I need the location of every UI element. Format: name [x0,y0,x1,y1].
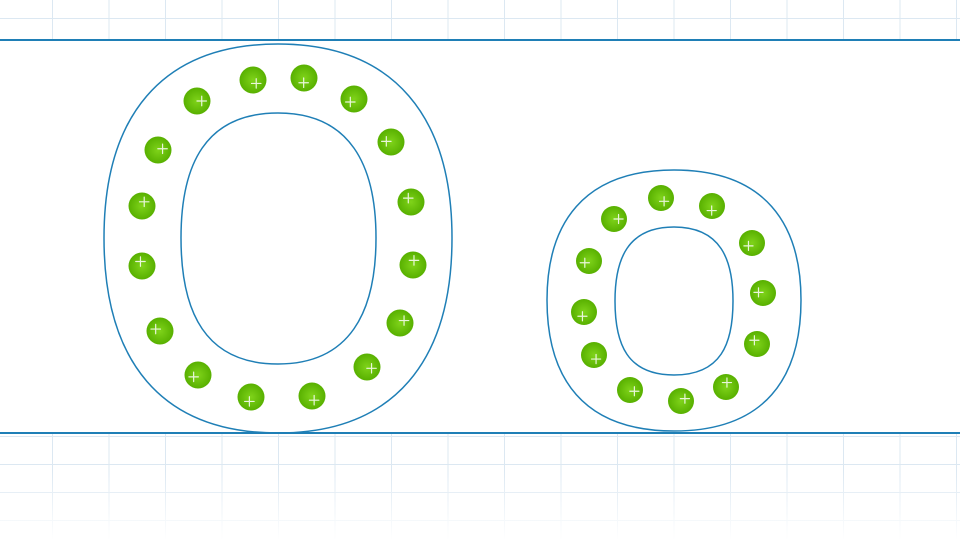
uppercase-o-dot [146,317,174,345]
lowercase-o-dot [648,185,674,211]
uppercase-o-dots [128,64,427,411]
uppercase-o-dot [298,382,326,410]
top-guide-line [0,39,960,41]
lowercase-o-outer-outline [546,169,802,432]
letter-uppercase-o [103,43,453,434]
uppercase-o-dot [144,136,172,164]
writing-band [0,40,960,434]
lowercase-o-dot [581,342,607,368]
grid-fade [0,470,960,540]
uppercase-o-dot [353,353,381,381]
uppercase-o-inner-outline [180,112,377,365]
uppercase-o-dot [128,252,156,280]
lowercase-o-inner-outline [614,226,734,376]
letter-lowercase-o [546,169,802,432]
lowercase-o-dot [668,388,694,414]
lowercase-o-dot [739,230,765,256]
lowercase-o-dot [571,299,597,325]
grid-paper-top [0,0,960,40]
uppercase-o-dot [184,361,212,389]
lowercase-o-dot [744,331,770,357]
uppercase-o-dot [290,64,318,92]
lowercase-o-dot [617,377,643,403]
lowercase-o-dot [576,248,602,274]
uppercase-o-dot [340,85,368,113]
lowercase-o-dot [713,374,739,400]
lowercase-o-dot [750,280,776,306]
uppercase-o-dot [183,87,211,115]
uppercase-o-dot [239,66,267,94]
uppercase-o-outer-outline [103,43,453,434]
uppercase-o-dot [237,383,265,411]
lowercase-o-dot [601,206,627,232]
lowercase-o-dot [699,193,725,219]
uppercase-o-dot [128,192,156,220]
uppercase-o-dot [386,309,414,337]
baseline-guide-line [0,432,960,434]
uppercase-o-dot [397,188,425,216]
uppercase-o-dot [399,251,427,279]
uppercase-o-dot [377,128,405,156]
lowercase-o-dots [571,185,776,414]
